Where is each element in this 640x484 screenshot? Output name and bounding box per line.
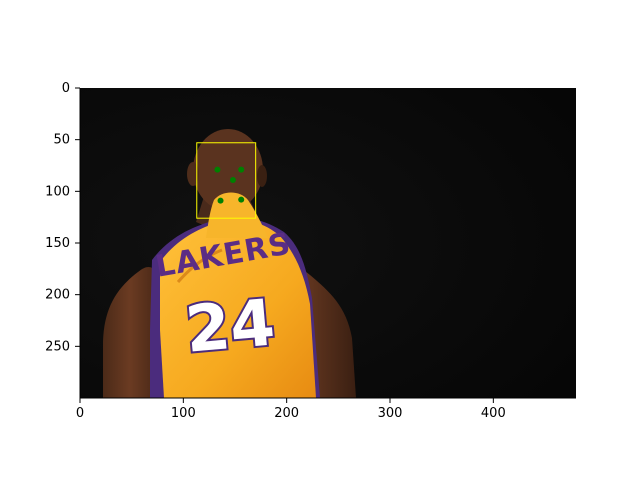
landmark-point [214,166,221,173]
x-tick-label: 0 [76,406,84,421]
jersey-number-text: 24 [183,286,278,367]
y-ticks: 0 50 100 150 200 250 [45,81,80,354]
x-tick-label: 400 [481,406,506,421]
annotations [196,142,257,219]
player-ear-right [257,165,267,187]
jersey-pulled-collar [206,192,268,238]
face-bounding-box [196,142,257,219]
x-ticks: 0 100 200 300 400 [76,398,506,421]
jersey-fold [176,248,223,283]
y-tick-label: 200 [45,288,70,303]
landmark-point [238,166,245,173]
landmark-point [229,176,236,183]
y-tick-label: 100 [45,184,70,199]
player-head [193,129,263,211]
y-tick-label: 250 [45,339,70,354]
y-tick-label: 150 [45,236,70,251]
x-tick-label: 100 [171,406,196,421]
x-tick-label: 300 [378,406,403,421]
y-tick-label: 0 [62,81,70,96]
y-tick-label: 50 [53,133,70,148]
landmark-point [217,197,224,204]
image-area: LAKERS 24 [80,88,576,398]
axes: 0 100 200 300 400 0 50 100 150 200 250 [45,81,576,421]
player-ear-left [187,162,199,186]
x-tick-label: 200 [274,406,299,421]
landmark-point [238,196,245,203]
